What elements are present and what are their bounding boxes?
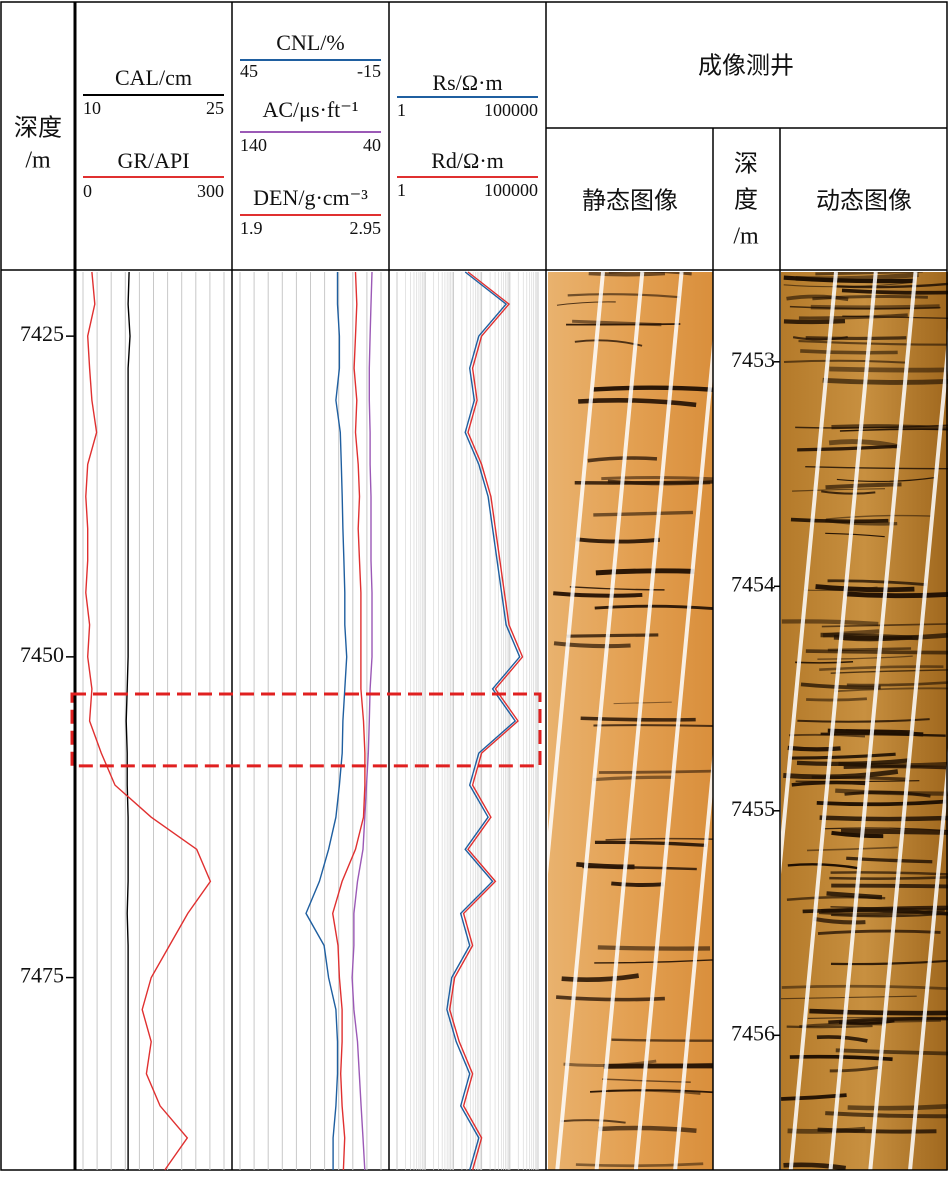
- curve-scale-min: 45: [240, 61, 258, 81]
- image-depth-tick-label: 7454: [731, 571, 775, 596]
- curve-name: Rs/Ω·m: [432, 70, 502, 95]
- image-depth-header: 度: [734, 187, 758, 214]
- log-curve: [86, 272, 211, 1170]
- depth-tick-label: 7475: [20, 963, 64, 988]
- curve-name: GR/API: [117, 148, 189, 173]
- imaging-title: 成像测井: [698, 53, 794, 80]
- curve-name: CNL/%: [276, 30, 344, 55]
- dynamic-label: 动态图像: [816, 188, 912, 215]
- curve-scale-min: 1: [397, 100, 406, 120]
- curve-name: Rd/Ω·m: [431, 148, 504, 173]
- curve-scale-min: 10: [83, 98, 101, 118]
- fracture-trace: [823, 380, 950, 382]
- log-curve: [352, 272, 372, 1170]
- curve-scale-min: 0: [83, 181, 92, 201]
- fracture-trace: [820, 818, 950, 819]
- fracture-trace: [788, 1129, 866, 1131]
- fracture-trace: [791, 520, 888, 522]
- curve-name: DEN/g·cm⁻³: [253, 185, 368, 210]
- fracture-trace: [809, 1011, 950, 1013]
- fracture-trace: [589, 273, 665, 274]
- curve-scale-max: 100000: [484, 180, 538, 200]
- fracture-trace: [553, 593, 642, 595]
- curve-scale-max: 25: [206, 98, 224, 118]
- log-curve: [450, 272, 523, 1170]
- fracture-trace: [806, 338, 907, 339]
- log-curve: [306, 272, 347, 1170]
- static-label: 静态图像: [582, 188, 678, 215]
- fracture-trace: [800, 351, 897, 353]
- curve-scale-max: 100000: [484, 100, 538, 120]
- curve-scale-max: 300: [197, 181, 224, 201]
- fracture-trace: [598, 947, 710, 948]
- fracture-trace: [596, 571, 694, 573]
- fracture-trace: [831, 886, 950, 887]
- depth-tick-label: 7450: [20, 642, 64, 667]
- fracture-trace: [829, 369, 950, 370]
- fracture-trace: [787, 1026, 873, 1027]
- curve-scale-min: 1.9: [240, 218, 263, 238]
- curve-scale-max: 2.95: [350, 218, 382, 238]
- curve-scale-max: -15: [357, 61, 381, 81]
- fracture-trace: [598, 1128, 696, 1131]
- depth-header: /m: [25, 148, 51, 174]
- depth-header: 深度: [14, 115, 62, 142]
- depth-tick-label: 7425: [20, 321, 64, 346]
- curve-scale-min: 1: [397, 180, 406, 200]
- image-depth-tick-label: 7456: [731, 1020, 775, 1045]
- image-depth-header: 深: [734, 151, 758, 178]
- curve-scale-min: 140: [240, 135, 267, 155]
- fracture-trace: [611, 883, 663, 885]
- curve-scale-max: 40: [363, 135, 381, 155]
- fracture-trace: [575, 482, 727, 483]
- curve-name: AC/μs·ft⁻¹: [262, 97, 358, 122]
- curve-name: CAL/cm: [115, 65, 192, 90]
- fracture-trace: [567, 635, 659, 636]
- image-depth-tick-label: 7455: [731, 796, 775, 821]
- fracture-trace: [784, 321, 845, 322]
- image-depth-tick-label: 7453: [731, 347, 775, 372]
- log-curve: [126, 272, 130, 1170]
- highlight-box: [72, 694, 540, 766]
- image-depth-header: /m: [733, 224, 759, 250]
